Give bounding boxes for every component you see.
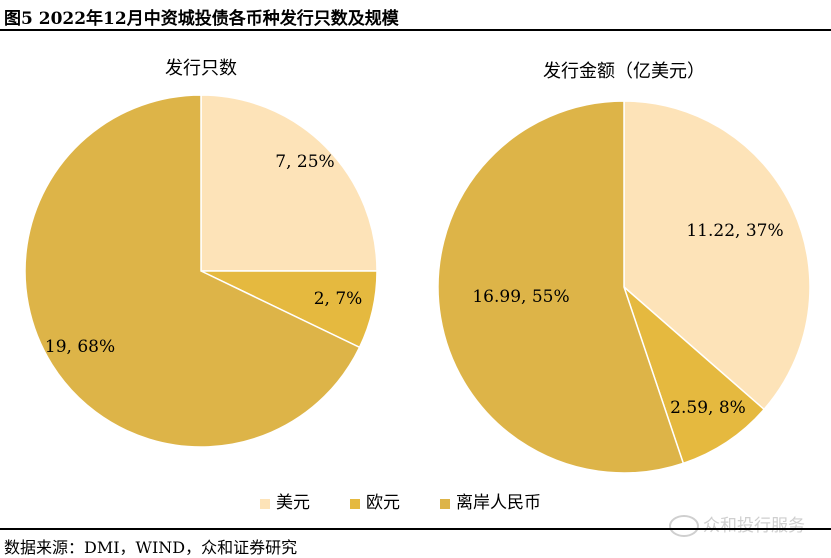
pie-2-label-cnh: 16.99, 55%	[472, 287, 569, 307]
bottom-rule	[0, 528, 831, 530]
pie-1-label-usd: 7, 25%	[275, 152, 334, 172]
pie-2-title: 发行金额（亿美元）	[543, 61, 705, 82]
legend-swatch-cnh	[440, 498, 450, 509]
pie-2-label-eur: 2.59, 8%	[670, 398, 746, 418]
legend-label-eur: 欧元	[366, 493, 400, 513]
legend-item-usd: 美元	[260, 488, 310, 513]
pie-1: 7, 25% 2, 7% 19, 68%	[24, 94, 378, 448]
legend-item-eur: 欧元	[350, 488, 400, 513]
pie-2-slice-usd	[623, 100, 811, 411]
wechat-icon	[669, 515, 699, 537]
watermark: 众和投行服务	[669, 511, 805, 537]
pie-2-slice-cnh	[437, 100, 685, 474]
legend-label-usd: 美元	[276, 493, 310, 513]
pie-1-title: 发行只数	[165, 58, 237, 79]
legend: 美元 欧元 离岸人民币	[0, 488, 831, 513]
legend-swatch-usd	[260, 498, 270, 509]
source-note: 数据来源：DMI，WIND，众和证券研究	[4, 538, 298, 557]
top-rule	[0, 29, 831, 31]
legend-label-cnh: 离岸人民币	[456, 493, 541, 513]
pie-1-slice-cnh	[24, 94, 361, 448]
pie-2-label-usd: 11.22, 37%	[686, 221, 783, 241]
pie-1-label-eur: 2, 7%	[314, 289, 363, 309]
pie-2: 11.22, 37% 2.59, 8% 16.99, 55%	[437, 100, 811, 474]
figure-title: 图5 2022年12月中资城投债各币种发行只数及规模	[4, 9, 399, 29]
legend-swatch-eur	[350, 498, 360, 509]
pie-2-slice-eur	[622, 284, 766, 465]
watermark-text: 众和投行服务	[703, 516, 805, 536]
pie-1-slice-usd	[200, 94, 378, 272]
legend-item-cnh: 离岸人民币	[440, 488, 541, 513]
pie-1-label-cnh: 19, 68%	[45, 337, 115, 357]
